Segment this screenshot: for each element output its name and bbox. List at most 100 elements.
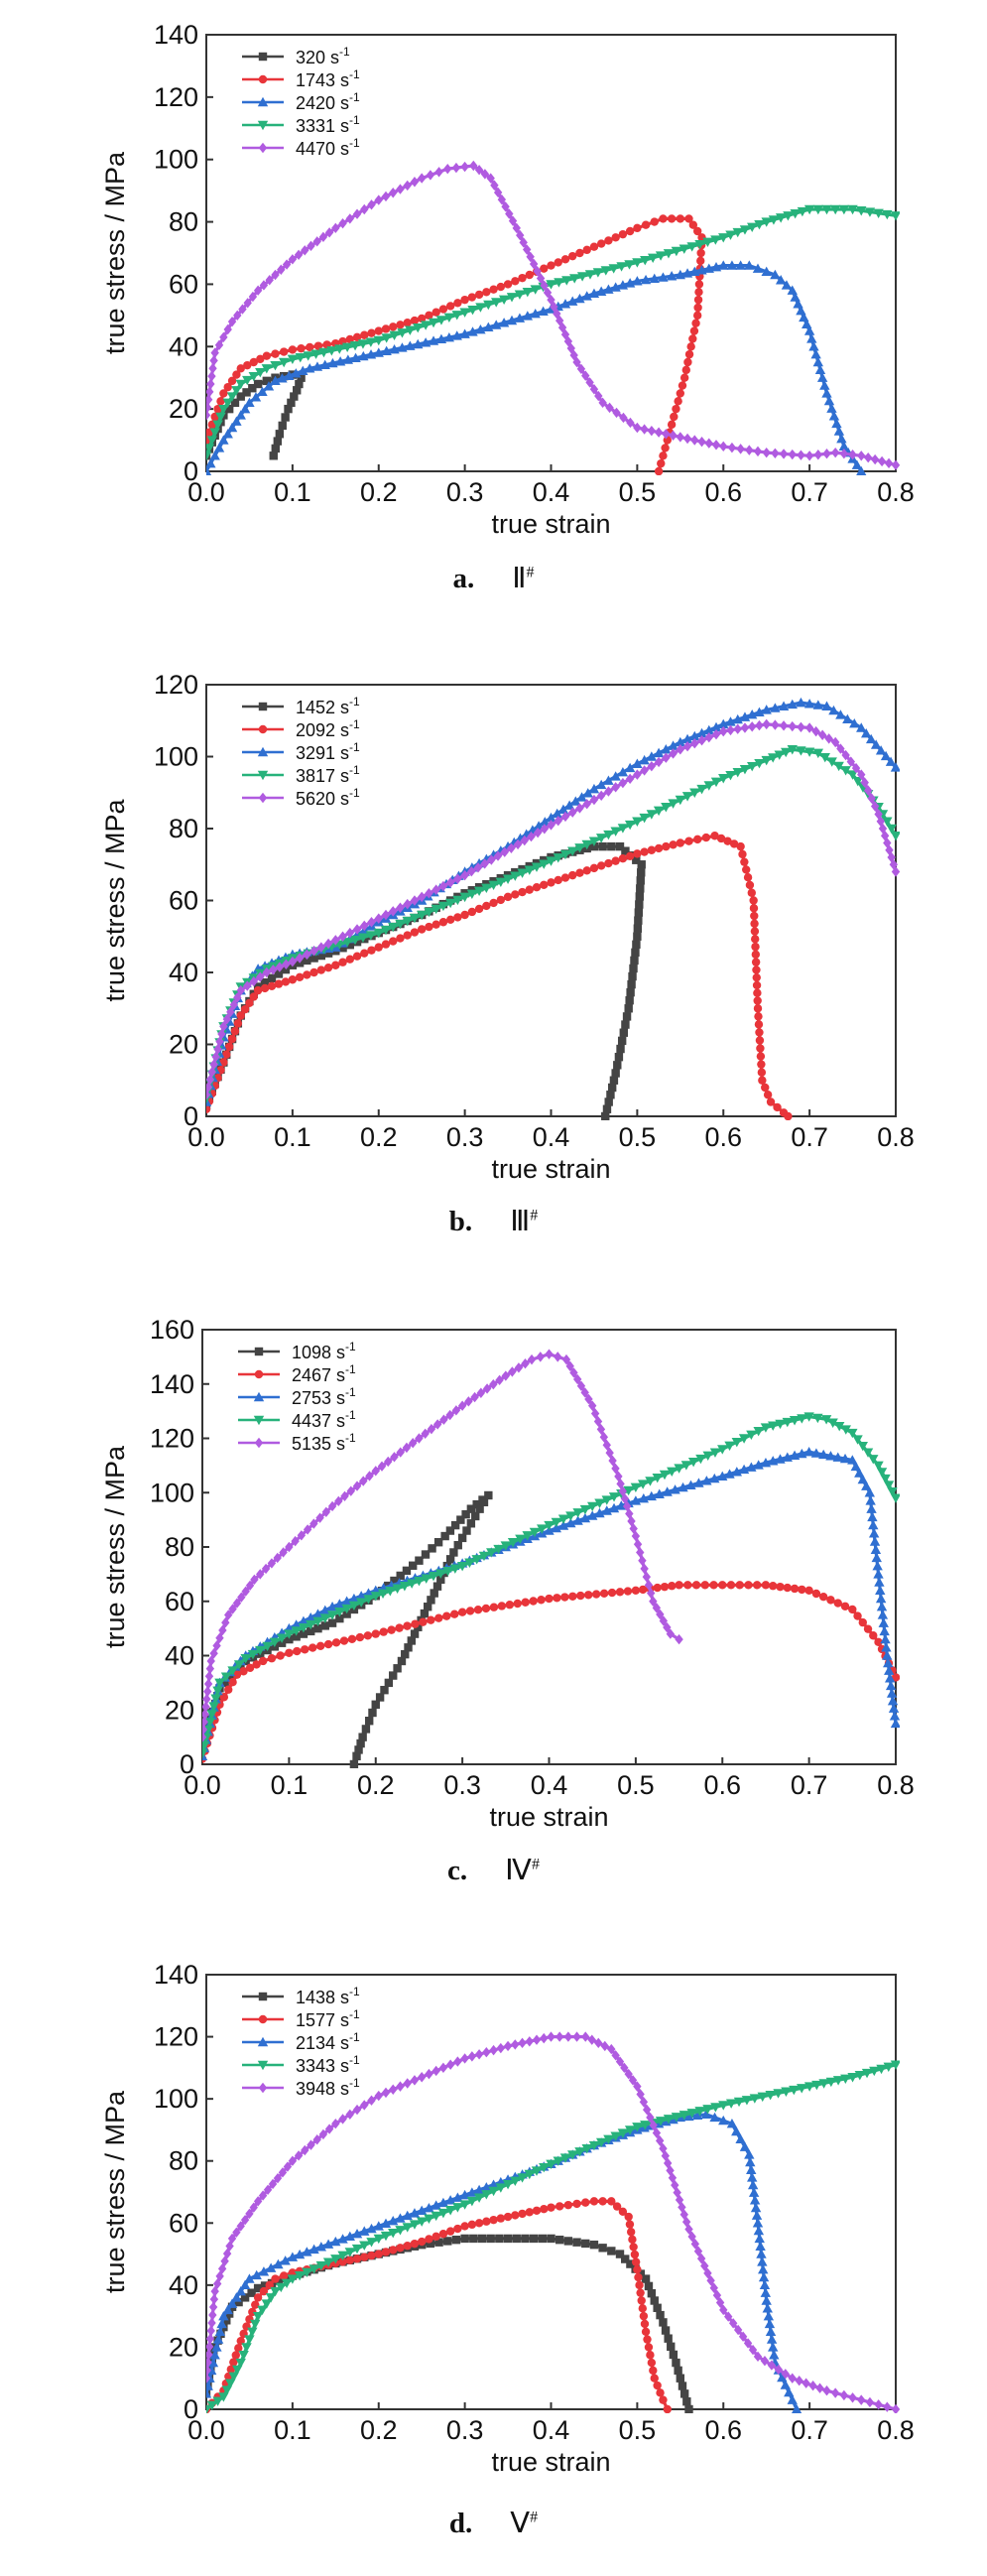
series-marker	[739, 2141, 751, 2151]
series-marker	[316, 966, 326, 974]
series-marker	[752, 2218, 764, 2228]
series-marker	[275, 962, 285, 972]
series-marker	[654, 427, 664, 438]
series-marker	[761, 2295, 772, 2305]
series-marker	[203, 1686, 212, 1697]
series-marker	[417, 925, 427, 934]
series-marker	[663, 2157, 673, 2169]
series-marker	[373, 2221, 384, 2231]
series-marker	[540, 264, 549, 273]
series-marker	[617, 1036, 627, 1046]
series-marker	[532, 883, 542, 892]
series-marker	[811, 1589, 821, 1599]
series-marker	[402, 1566, 412, 1576]
series-marker	[884, 457, 894, 469]
series-marker	[260, 2281, 270, 2290]
series-marker	[574, 843, 585, 853]
legend-label: 2420 s-1	[296, 90, 360, 113]
series-marker	[758, 1076, 767, 1085]
series-marker	[323, 949, 333, 958]
series-marker	[537, 1524, 548, 1534]
series-marker	[432, 2065, 440, 2077]
series-marker	[576, 1591, 585, 1601]
series-marker	[774, 750, 785, 760]
series-marker	[630, 2250, 640, 2259]
series-marker	[559, 299, 571, 309]
series-marker	[846, 756, 856, 767]
series-marker	[752, 263, 764, 273]
series-marker	[646, 2351, 655, 2360]
series-marker	[806, 333, 817, 343]
series-marker	[630, 1495, 642, 1505]
series-marker	[704, 438, 713, 449]
series-marker	[775, 1419, 786, 1430]
series-marker	[281, 965, 291, 974]
series-marker	[226, 392, 238, 402]
series-marker	[647, 2358, 657, 2368]
series-marker	[814, 364, 826, 375]
series-marker	[481, 883, 492, 894]
series-marker	[572, 2238, 581, 2247]
series-marker	[808, 341, 819, 351]
series-marker	[602, 1104, 612, 1113]
series-marker	[547, 2203, 555, 2212]
series-marker	[581, 2239, 590, 2249]
series-marker	[636, 2089, 645, 2100]
series-marker	[652, 1473, 663, 1483]
series-marker	[340, 1490, 349, 1501]
series-marker	[262, 376, 272, 386]
series-marker	[253, 379, 263, 389]
series-marker	[517, 2173, 528, 2183]
series-marker	[674, 397, 682, 406]
series-marker	[506, 315, 518, 325]
series-marker	[675, 2194, 684, 2206]
series-marker	[662, 429, 671, 440]
series-marker	[604, 236, 613, 245]
series-marker	[796, 305, 806, 316]
series-marker	[560, 1593, 569, 1602]
series-marker	[271, 2274, 280, 2283]
series-marker	[874, 2399, 883, 2410]
series-marker	[557, 1514, 569, 1524]
series-marker	[301, 245, 309, 256]
series-marker	[359, 2241, 370, 2251]
series-marker	[703, 724, 714, 735]
series-marker	[750, 919, 759, 929]
series-marker	[752, 972, 761, 982]
series-marker	[416, 2217, 428, 2227]
series-marker	[225, 2379, 236, 2388]
series-marker	[462, 1526, 471, 1535]
series-marker	[792, 2403, 802, 2413]
series-marker	[303, 351, 313, 361]
series-marker	[581, 2031, 590, 2042]
legend-label: 5135 s-1	[292, 1431, 356, 1454]
series-marker	[278, 2167, 288, 2178]
series-marker	[797, 2084, 807, 2094]
series-marker	[261, 1563, 271, 1575]
series-marker	[481, 1604, 491, 1613]
legend-marker	[257, 2036, 269, 2047]
series-marker	[397, 328, 408, 338]
series-2092-s	[206, 832, 793, 1120]
series-marker	[650, 2374, 659, 2383]
series-marker	[711, 440, 721, 451]
series-marker	[739, 764, 751, 775]
series-marker	[206, 2373, 211, 2383]
series-marker	[783, 211, 794, 221]
y-tick-label: 0	[184, 2394, 198, 2424]
series-marker	[330, 2236, 341, 2247]
series-marker	[709, 1473, 720, 1483]
series-marker	[655, 251, 667, 261]
series-marker	[457, 1400, 467, 1411]
y-tick-label: 20	[169, 2332, 198, 2362]
series-marker	[681, 365, 690, 375]
series-marker	[365, 349, 377, 359]
series-marker	[613, 1061, 622, 1070]
series-marker	[663, 2115, 675, 2125]
series-marker	[529, 1597, 538, 1606]
series-marker	[864, 451, 873, 463]
series-marker	[232, 2365, 243, 2376]
series-marker	[416, 910, 428, 921]
series-marker	[271, 444, 280, 453]
series-marker	[626, 2259, 635, 2268]
